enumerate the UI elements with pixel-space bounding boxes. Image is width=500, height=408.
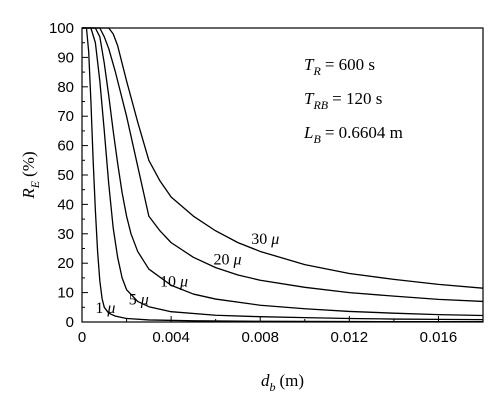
y-tick-label: 60 — [57, 138, 74, 155]
y-axis-ticks: 0 10 20 30 40 50 60 70 80 90 100 — [49, 20, 88, 331]
curve-label-3: 10 μ — [160, 274, 188, 291]
x-tick-label: 0.004 — [152, 329, 190, 346]
x-axis-label-unit: (m) — [279, 371, 304, 390]
x-tick-label: 0.008 — [241, 329, 279, 346]
axes — [81, 27, 484, 323]
plot-frame — [81, 27, 484, 323]
y-axis-label: RE (%) — [19, 151, 42, 199]
curve-label-1: 1 μ — [95, 300, 115, 317]
parameter-3: LB = 0.6604 m — [303, 123, 403, 146]
curve-label-5: 30 μ — [251, 231, 279, 248]
curve-line-2 — [82, 27, 484, 321]
y-tick-label: 90 — [57, 49, 74, 66]
y-tick-label: 30 — [57, 226, 74, 243]
y-tick-label: 70 — [57, 108, 74, 125]
y-tick-label: 40 — [57, 196, 74, 213]
parameter-annotations: TR = 600 s TRB = 120 s LB = 0.6604 m — [303, 55, 403, 146]
y-tick-label: 20 — [57, 255, 74, 272]
y-axis-label-unit: (%) — [19, 151, 38, 176]
y-tick-label: 10 — [57, 285, 74, 302]
x-tick-label: 0.012 — [331, 329, 369, 346]
curve-line-3 — [82, 27, 484, 317]
parameter-2: TRB = 120 s — [304, 89, 382, 112]
y-tick-label: 0 — [66, 314, 74, 331]
x-axis-label: db (m) — [261, 371, 304, 394]
curve-label-2: 5 μ — [129, 291, 149, 308]
y-tick-label: 80 — [57, 79, 74, 96]
curve-label-4: 20 μ — [213, 252, 241, 269]
curve-line-5 — [82, 27, 484, 289]
x-tick-label: 0.016 — [420, 329, 458, 346]
curve-line-4 — [82, 27, 484, 303]
curve-labels: 1 μ 5 μ 10 μ 20 μ 30 μ — [95, 231, 279, 317]
x-tick-label: 0 — [78, 329, 86, 346]
y-axis-label-sub: E — [28, 180, 42, 189]
y-tick-label: 100 — [49, 20, 74, 37]
y-axis-label-main: R — [19, 188, 38, 200]
curves — [82, 27, 484, 323]
parameter-1: TR = 600 s — [304, 55, 375, 78]
x-axis-label-main: d — [261, 371, 270, 390]
curve-line-1 — [82, 27, 484, 323]
y-tick-label: 50 — [57, 167, 74, 184]
x-axis-label-sub: b — [269, 380, 275, 394]
x-axis-ticks: 0 0.004 0.008 0.012 0.016 — [78, 316, 457, 346]
